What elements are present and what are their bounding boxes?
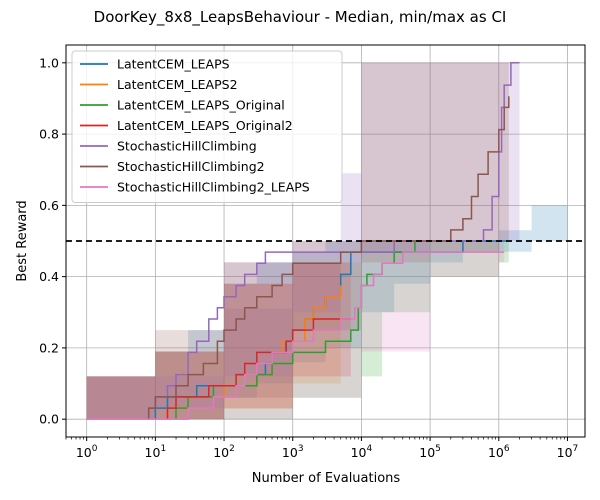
line-series-7 <box>86 251 505 420</box>
y-tick-label: 1.0 <box>39 55 59 70</box>
line-series-6 <box>86 96 510 420</box>
legend-entry: LatentCEM_LEAPS_Original2 <box>117 118 293 133</box>
legend-entry: StochasticHillClimbing2 <box>117 159 265 174</box>
y-tick-label: 0.6 <box>39 198 59 213</box>
x-axis: 100 101 102 103 104 105 106 107 <box>65 437 579 460</box>
band-series-5 <box>86 62 520 420</box>
x-tick-label: 106 <box>488 444 510 460</box>
x-tick-label: 103 <box>282 444 304 460</box>
y-axis-title: Best Reward <box>15 200 30 281</box>
series-lines <box>86 62 520 420</box>
y-axis: 0.0 0.2 0.4 0.6 0.8 1.0 <box>39 55 66 427</box>
y-tick-label: 0.8 <box>39 127 59 142</box>
x-tick-label: 107 <box>557 444 579 460</box>
legend-entry: StochasticHillClimbing <box>117 139 257 154</box>
x-tick-label: 100 <box>76 444 98 460</box>
band-series-4 <box>86 241 351 420</box>
y-tick-label: 0.2 <box>39 340 59 355</box>
x-tick-label: 102 <box>213 444 235 460</box>
y-tick-label: 0.0 <box>39 412 59 427</box>
legend-entry: LatentCEM_LEAPS <box>117 57 230 72</box>
legend: LatentCEM_LEAPS LatentCEM_LEAPS2 LatentCEM… <box>71 50 343 203</box>
chart-title: DoorKey_8x8_LeapsBehaviour - Median, min… <box>94 8 507 27</box>
x-tick-label: 101 <box>145 444 167 460</box>
x-tick-label: 104 <box>351 444 373 460</box>
line-series-5 <box>86 62 520 420</box>
legend-entry: LatentCEM_LEAPS2 <box>117 77 238 92</box>
x-tick-label: 105 <box>419 444 441 460</box>
y-tick-label: 0.4 <box>39 269 59 284</box>
legend-box <box>71 50 343 203</box>
legend-entry: LatentCEM_LEAPS_Original <box>117 98 285 113</box>
band-series-2 <box>86 251 341 420</box>
line-series-4 <box>86 318 351 420</box>
legend-entry: StochasticHillClimbing2_LEAPS <box>117 180 310 195</box>
x-axis-title: Number of Evaluations <box>252 471 401 486</box>
